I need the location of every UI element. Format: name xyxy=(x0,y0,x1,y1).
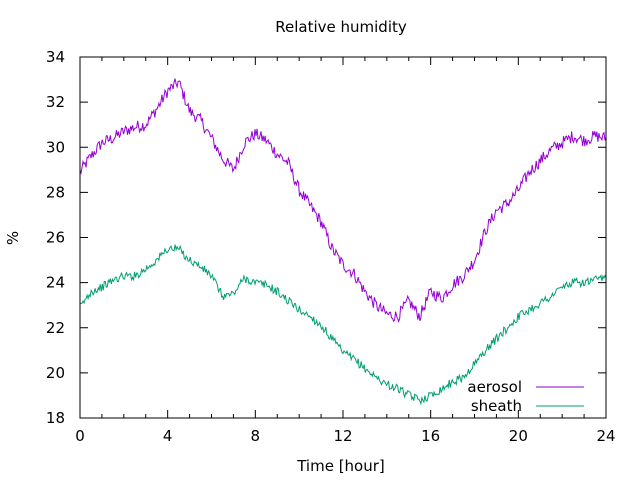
axis-ticks xyxy=(79,56,607,419)
y-tick-label: 22 xyxy=(46,319,65,337)
x-tick-label: 0 xyxy=(75,427,85,445)
x-tick-label: 16 xyxy=(421,427,440,445)
y-tick-label: 28 xyxy=(46,183,65,201)
axis-tick-labels: 0 4 8 12 16 20 24 18 20 22 24 26 28 30 32 34 xyxy=(46,48,616,445)
x-axis-label: Time [hour] xyxy=(296,457,385,475)
legend-label-aerosol: aerosol xyxy=(467,378,522,396)
series-line-aerosol xyxy=(79,78,607,323)
y-axis-label: % xyxy=(4,231,22,245)
x-tick-label: 8 xyxy=(251,427,261,445)
legend-label-sheath: sheath xyxy=(471,397,522,415)
y-tick-label: 20 xyxy=(46,364,65,382)
plot-frame xyxy=(79,56,607,419)
y-tick-label: 30 xyxy=(46,138,65,156)
legend: aerosol sheath xyxy=(467,378,584,415)
chart-title: Relative humidity xyxy=(275,18,407,36)
x-tick-label: 20 xyxy=(509,427,528,445)
y-tick-label: 24 xyxy=(46,274,65,292)
y-tick-label: 34 xyxy=(46,48,65,66)
y-tick-label: 18 xyxy=(46,409,65,427)
x-tick-label: 4 xyxy=(163,427,173,445)
series-lines xyxy=(79,78,607,406)
series-line-sheath xyxy=(79,244,607,406)
x-tick-label: 12 xyxy=(333,427,352,445)
y-tick-label: 26 xyxy=(46,229,65,247)
y-tick-label: 32 xyxy=(46,93,65,111)
x-tick-label: 24 xyxy=(596,427,615,445)
